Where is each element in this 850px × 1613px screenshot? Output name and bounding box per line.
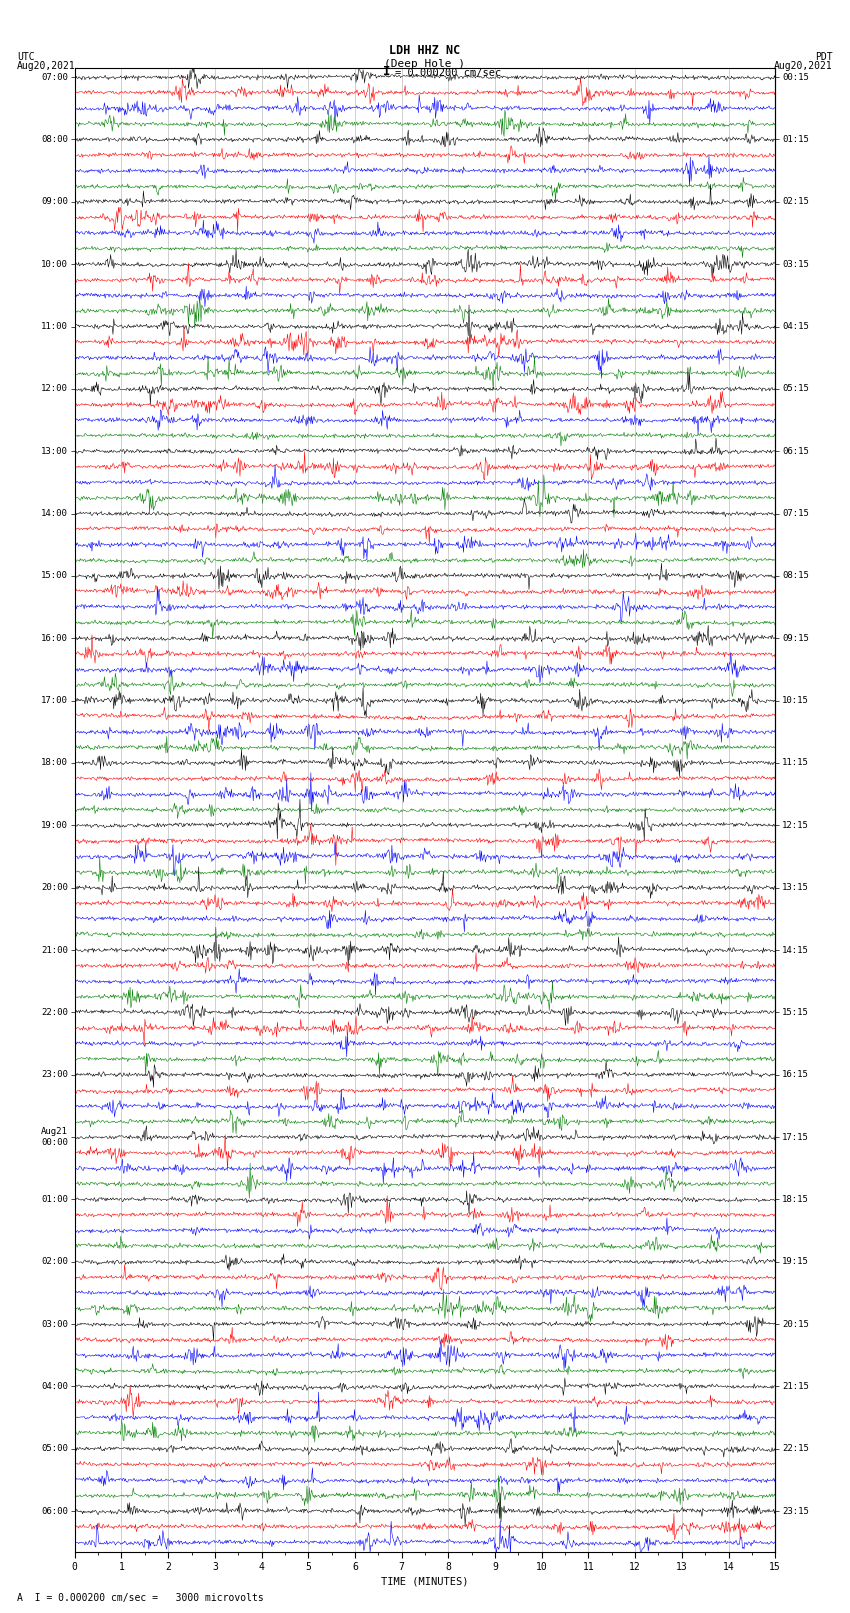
Text: UTC: UTC xyxy=(17,52,35,61)
Text: A  I = 0.000200 cm/sec =   3000 microvolts: A I = 0.000200 cm/sec = 3000 microvolts xyxy=(17,1594,264,1603)
Text: = 0.000200 cm/sec: = 0.000200 cm/sec xyxy=(395,68,501,77)
Text: Aug20,2021: Aug20,2021 xyxy=(17,61,76,71)
Text: LDH HHZ NC: LDH HHZ NC xyxy=(389,44,461,58)
Text: PDT: PDT xyxy=(815,52,833,61)
X-axis label: TIME (MINUTES): TIME (MINUTES) xyxy=(382,1576,468,1586)
Text: Aug20,2021: Aug20,2021 xyxy=(774,61,833,71)
Text: I: I xyxy=(383,65,390,77)
Text: (Deep Hole ): (Deep Hole ) xyxy=(384,58,466,69)
